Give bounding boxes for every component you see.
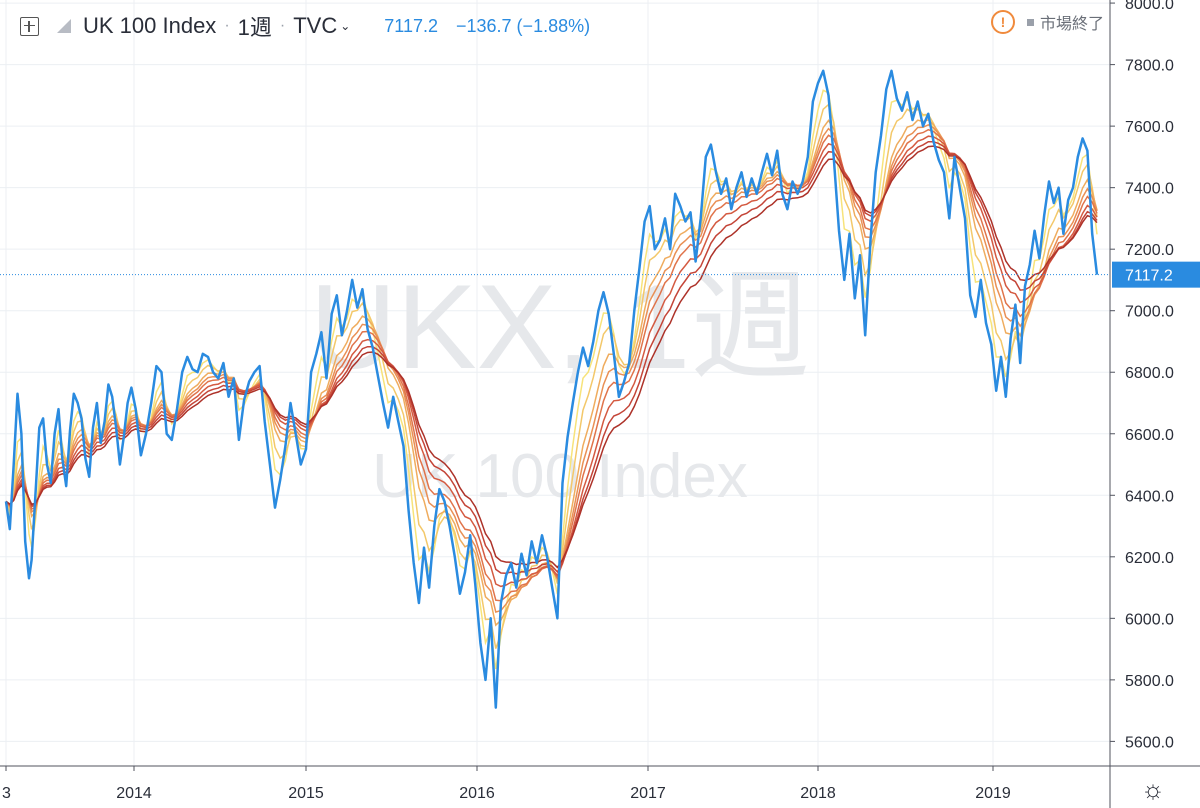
y-tick-label: 7800.0 — [1125, 58, 1174, 75]
ma-line — [5, 145, 1098, 569]
last-price-axis-label: 7117.2 — [1125, 268, 1173, 285]
y-tick-label: 8000.0 — [1125, 0, 1174, 13]
y-tick-label: 7400.0 — [1125, 181, 1174, 198]
last-price: 7117.2 — [384, 15, 438, 36]
timeframe-label[interactable]: 1週 — [237, 15, 272, 40]
y-tick-label: 7600.0 — [1125, 119, 1174, 136]
y-tick-label: 6800.0 — [1125, 365, 1174, 382]
ma-line — [5, 135, 1098, 588]
y-tick-label: 6000.0 — [1125, 611, 1174, 628]
y-tick-label: 6600.0 — [1125, 427, 1174, 444]
flag-icon[interactable] — [57, 19, 71, 33]
y-tick-label: 5600.0 — [1125, 734, 1174, 751]
watermark-line2: UK 100 Index — [372, 442, 748, 511]
gear-icon[interactable]: ☼ — [1141, 774, 1165, 804]
chart-grid — [0, 0, 1110, 766]
market-status-text: 市場終了 — [1039, 16, 1104, 33]
y-tick-label: 7000.0 — [1125, 304, 1174, 321]
time-axis: 3 2014 2015 2016 2017 2018 2019 — [0, 765, 1200, 802]
ma-line — [5, 128, 1098, 602]
ma-ribbon — [5, 89, 1098, 670]
chevron-down-icon[interactable]: ⌄ — [340, 19, 351, 33]
separator-dot: · — [279, 17, 286, 34]
x-tick-label: 2015 — [288, 785, 324, 802]
price-change: −136.7 (−1.88%) — [456, 15, 591, 36]
price-series — [0, 69, 1110, 709]
x-tick-label: 2014 — [116, 785, 152, 802]
status-square-icon — [1026, 18, 1034, 26]
add-symbol-icon[interactable] — [20, 16, 39, 36]
x-tick-label: 2019 — [975, 785, 1011, 802]
separator-dot: · — [224, 17, 230, 34]
x-tick-label: 2016 — [459, 785, 495, 802]
y-tick-label: 7200.0 — [1125, 242, 1174, 259]
symbol-name[interactable]: UK 100 Index — [83, 13, 217, 38]
watermark-line1: UKX, 1週 — [310, 260, 810, 394]
market-status[interactable]: ! 市場終了 — [990, 10, 1104, 34]
x-tick-label: 3 — [2, 785, 11, 802]
y-tick-label: 6200.0 — [1125, 550, 1174, 567]
x-tick-label: 2018 — [800, 785, 836, 802]
symbol-header: UK 100 Index · 1週 · TVC ⌄ 7117.2 −136.7 … — [0, 8, 590, 44]
y-tick-label: 5800.0 — [1125, 673, 1174, 690]
y-tick-label: 6400.0 — [1125, 488, 1174, 505]
price-axis: 8000.0 7800.0 7600.0 7400.0 7200.0 7000.0 6800… — [1109, 0, 1200, 808]
x-tick-label: 2017 — [630, 785, 666, 802]
warning-icon[interactable]: ! — [990, 10, 1015, 34]
exchange-label[interactable]: TVC — [293, 13, 338, 38]
ma-line — [5, 140, 1098, 575]
last-price-marker — [1112, 261, 1200, 288]
